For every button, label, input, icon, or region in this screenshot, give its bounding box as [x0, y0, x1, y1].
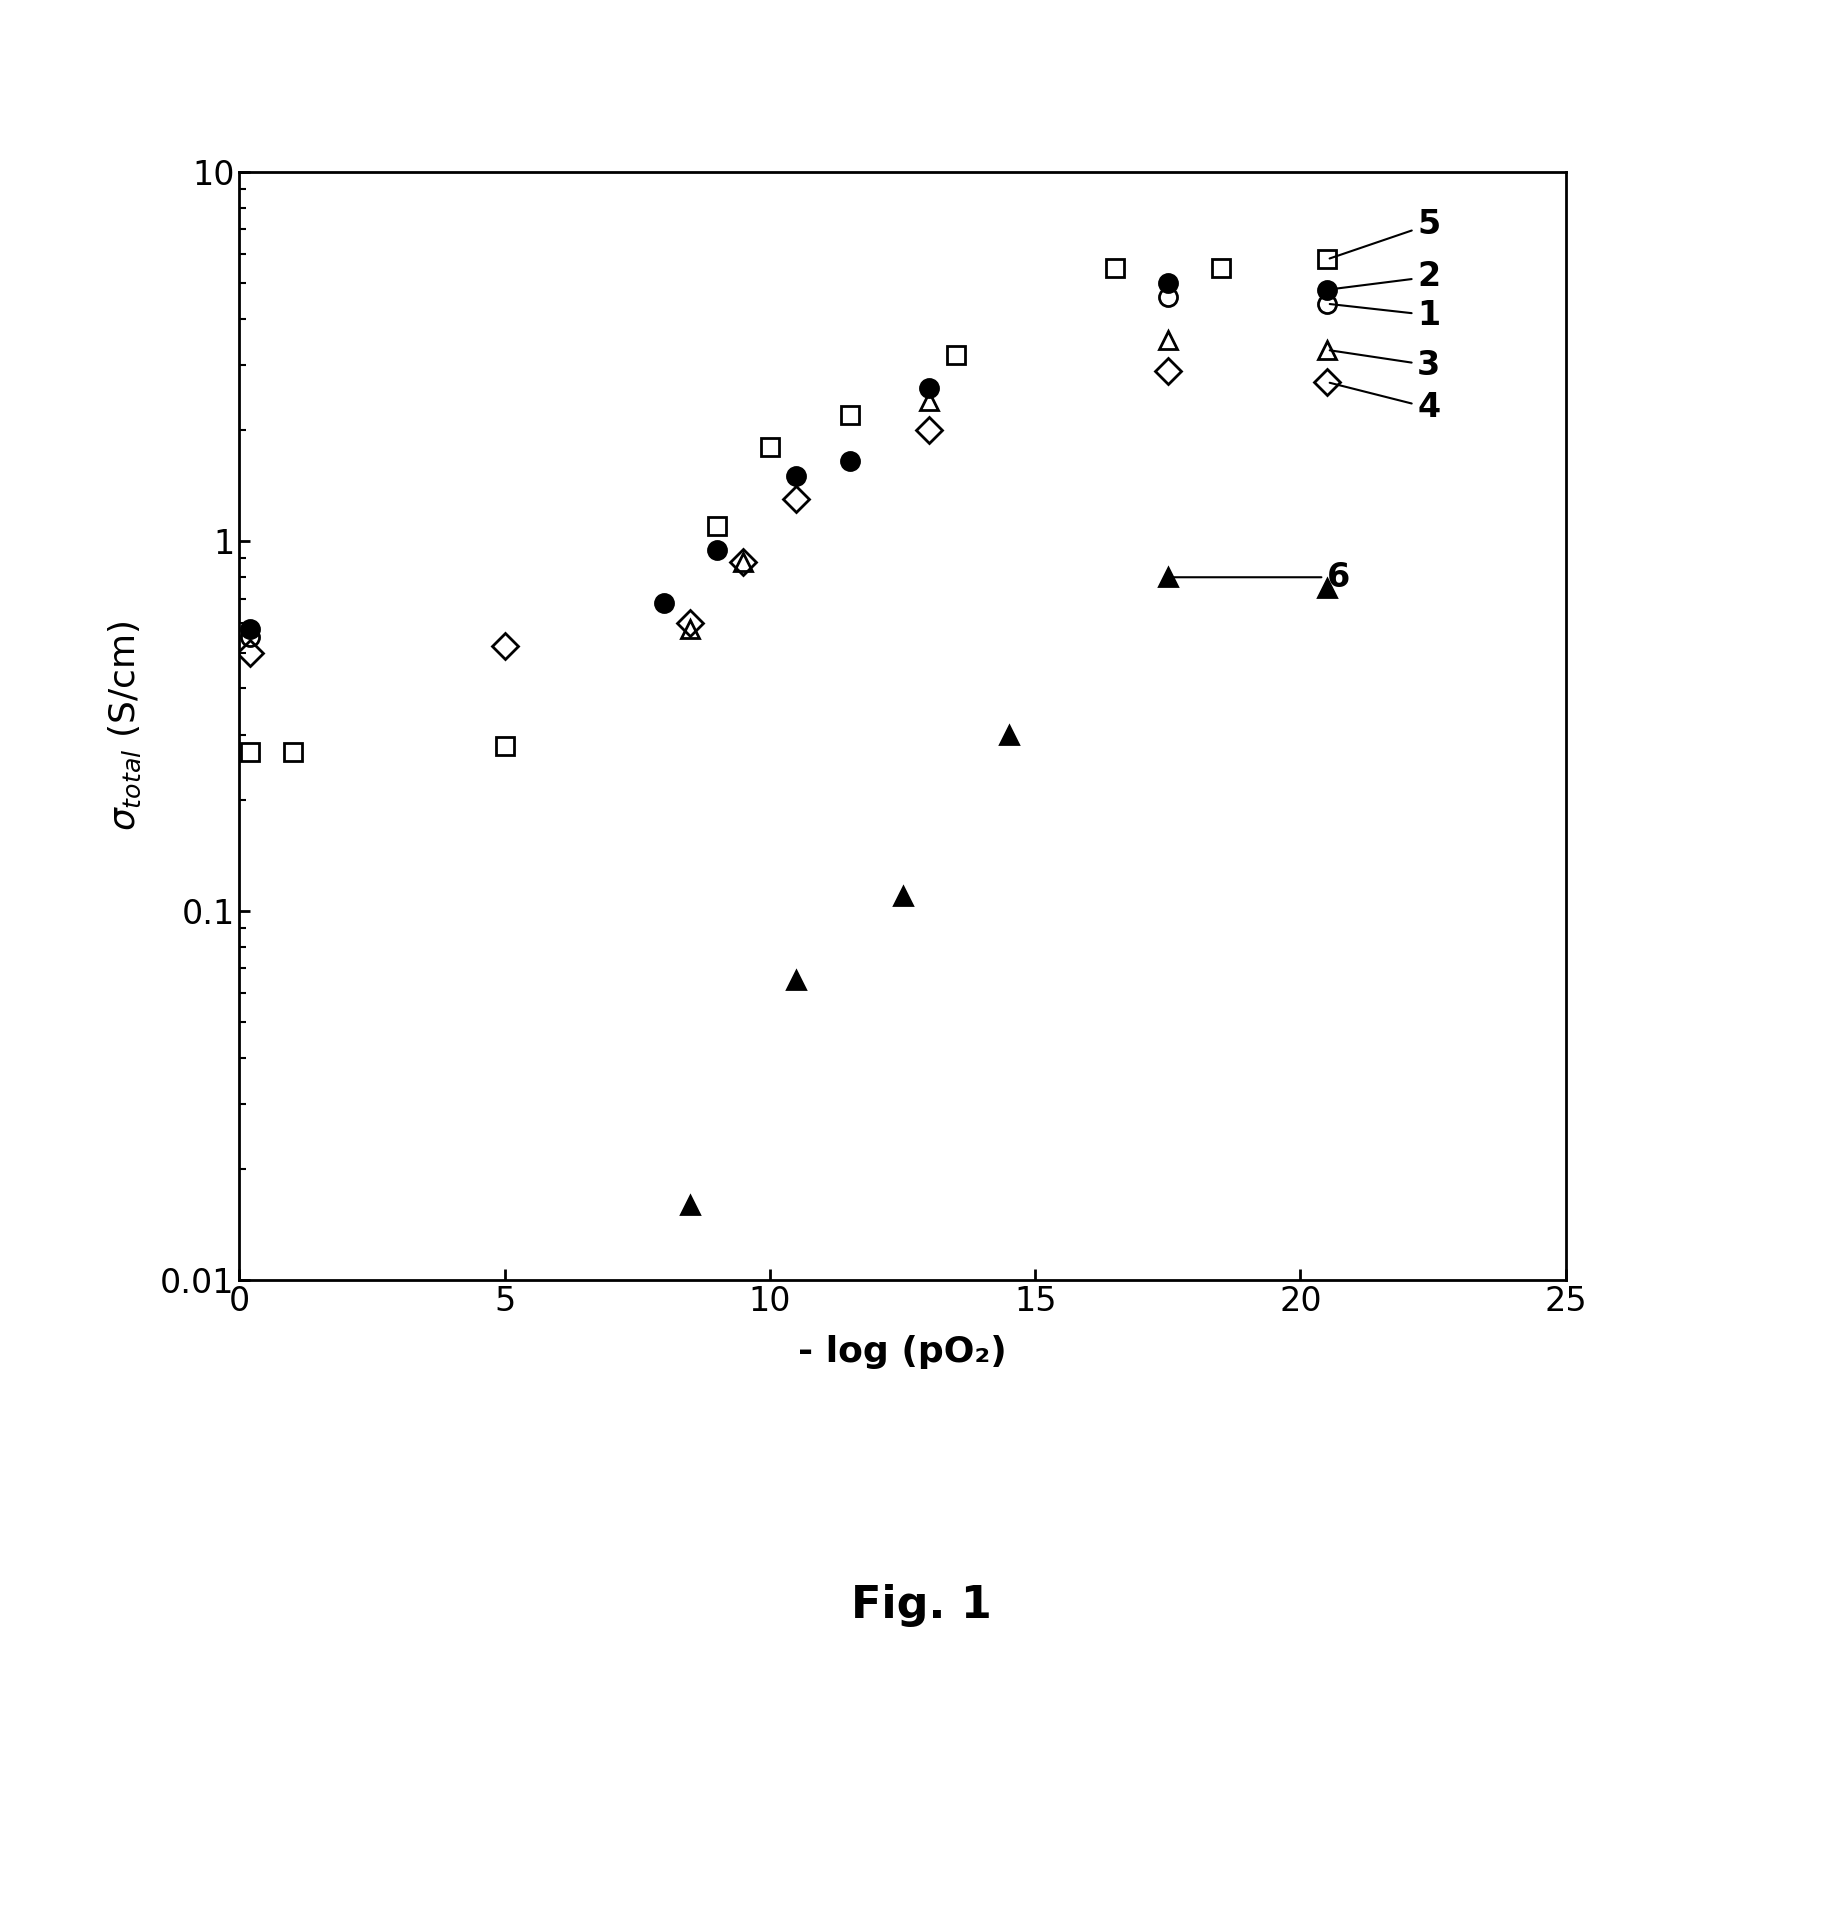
Text: 3: 3: [1330, 348, 1440, 382]
Text: 4: 4: [1330, 382, 1440, 424]
Y-axis label: $\sigma_{total}\ \mathrm{(S/cm)}$: $\sigma_{total}\ \mathrm{(S/cm)}$: [107, 621, 144, 831]
X-axis label: - log (pO₂): - log (pO₂): [798, 1336, 1008, 1368]
Text: Fig. 1: Fig. 1: [851, 1584, 991, 1626]
Text: 6: 6: [1172, 560, 1350, 594]
Text: 5: 5: [1330, 208, 1440, 258]
Text: 2: 2: [1330, 260, 1440, 294]
Text: 1: 1: [1330, 298, 1440, 331]
